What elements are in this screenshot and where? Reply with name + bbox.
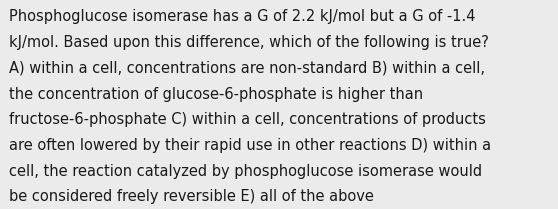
Text: be considered freely reversible E) all of the above: be considered freely reversible E) all o… (9, 189, 374, 204)
Text: fructose-6-phosphate C) within a cell, concentrations of products: fructose-6-phosphate C) within a cell, c… (9, 112, 487, 127)
Text: are often lowered by their rapid use in other reactions D) within a: are often lowered by their rapid use in … (9, 138, 492, 153)
Text: A) within a cell, concentrations are non-standard B) within a cell,: A) within a cell, concentrations are non… (9, 61, 485, 76)
Text: cell, the reaction catalyzed by phosphoglucose isomerase would: cell, the reaction catalyzed by phosphog… (9, 164, 483, 179)
Text: kJ/mol. Based upon this difference, which of the following is true?: kJ/mol. Based upon this difference, whic… (9, 35, 489, 50)
Text: the concentration of glucose-6-phosphate is higher than: the concentration of glucose-6-phosphate… (9, 87, 424, 102)
Text: Phosphoglucose isomerase has a G of 2.2 kJ/mol but a G of -1.4: Phosphoglucose isomerase has a G of 2.2 … (9, 9, 476, 24)
